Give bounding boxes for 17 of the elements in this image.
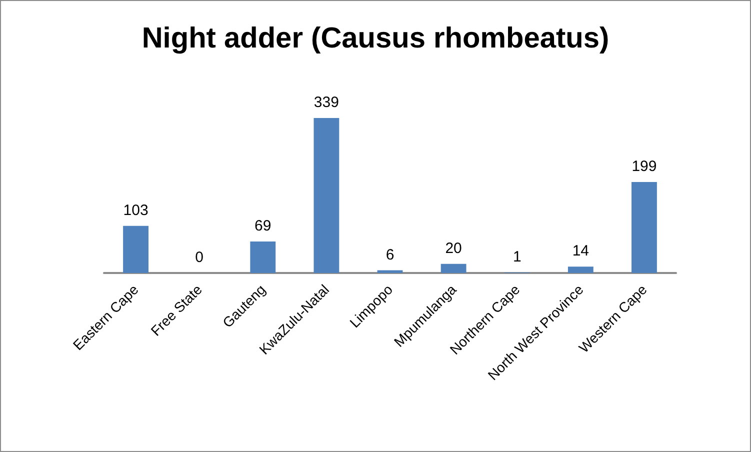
bar <box>440 264 466 273</box>
bar <box>314 118 340 273</box>
data-label: 0 <box>195 249 204 266</box>
data-label: 69 <box>254 217 272 234</box>
bar <box>568 266 594 273</box>
data-label: 20 <box>445 240 462 257</box>
bar <box>632 182 657 273</box>
data-label: 103 <box>123 202 148 219</box>
data-label: 339 <box>314 94 339 112</box>
bar <box>377 270 403 273</box>
data-label: 1 <box>512 248 522 266</box>
data-label: 6 <box>386 246 394 264</box>
data-label: 14 <box>572 242 590 260</box>
bar <box>123 226 148 273</box>
data-label: 199 <box>632 158 657 176</box>
bar <box>250 241 276 273</box>
chart-title: Night adder (Causus rhombeatus) <box>142 22 610 54</box>
